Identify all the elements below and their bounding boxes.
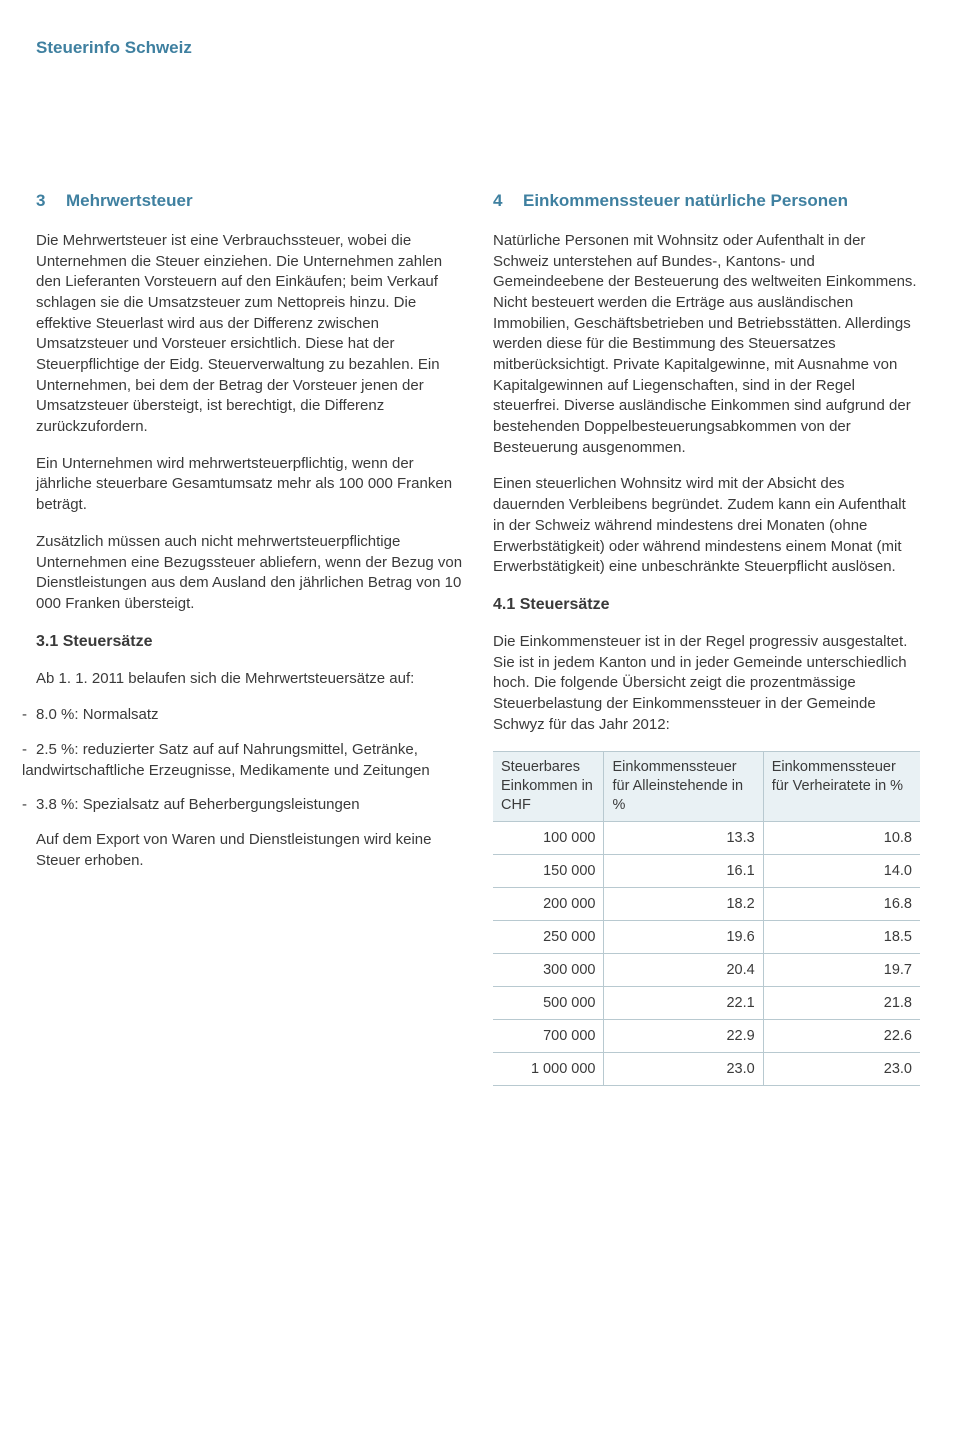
cell-single: 13.3 xyxy=(604,821,763,854)
cell-married: 14.0 xyxy=(763,854,920,887)
cell-income: 500 000 xyxy=(493,986,604,1019)
cell-single: 22.9 xyxy=(604,1019,763,1052)
rate-list-item-3: - 3.8 %: Spezialsatz auf Beherbergungsle… xyxy=(22,795,463,816)
two-column-layout: 3 Mehrwertsteuer Die Mehrwertsteuer ist … xyxy=(36,189,920,1086)
cell-single: 19.6 xyxy=(604,920,763,953)
section-3-export-note: Auf dem Export von Waren und Dienstleist… xyxy=(36,830,463,871)
table-row: 100 000 13.3 10.8 xyxy=(493,821,920,854)
cell-income: 1 000 000 xyxy=(493,1052,604,1085)
table-row: 200 000 18.2 16.8 xyxy=(493,887,920,920)
cell-income: 200 000 xyxy=(493,887,604,920)
left-column: 3 Mehrwertsteuer Die Mehrwertsteuer ist … xyxy=(36,189,463,1086)
table-row: 150 000 16.1 14.0 xyxy=(493,854,920,887)
cell-married: 19.7 xyxy=(763,953,920,986)
cell-married: 10.8 xyxy=(763,821,920,854)
tax-rate-table: Steuerbares Einkommen in CHF Einkommenss… xyxy=(493,751,920,1086)
cell-income: 300 000 xyxy=(493,953,604,986)
section-3-para-2: Ein Unternehmen wird mehrwertsteuerpflic… xyxy=(36,454,463,516)
section-4-number: 4 xyxy=(493,189,523,212)
section-3-1-intro: Ab 1. 1. 2011 belaufen sich die Mehrwert… xyxy=(36,669,463,690)
table-row: 300 000 20.4 19.7 xyxy=(493,953,920,986)
cell-single: 23.0 xyxy=(604,1052,763,1085)
section-3-heading: 3 Mehrwertsteuer xyxy=(36,189,463,212)
rate-list-item-2: - 2.5 %: reduzierter Satz auf auf Nahrun… xyxy=(22,740,463,781)
cell-income: 150 000 xyxy=(493,854,604,887)
cell-married: 23.0 xyxy=(763,1052,920,1085)
rate-2-text: 2.5 %: reduzierter Satz auf auf Nahrungs… xyxy=(22,741,430,779)
table-row: 250 000 19.6 18.5 xyxy=(493,920,920,953)
table-row: 700 000 22.9 22.6 xyxy=(493,1019,920,1052)
section-4-title: Einkommenssteuer natürliche Personen xyxy=(523,189,848,212)
section-4-heading: 4 Einkommenssteuer natürliche Personen xyxy=(493,189,920,212)
table-row: 1 000 000 23.0 23.0 xyxy=(493,1052,920,1085)
cell-married: 16.8 xyxy=(763,887,920,920)
rate-1-text: 8.0 %: Normalsatz xyxy=(36,706,159,723)
cell-single: 18.2 xyxy=(604,887,763,920)
section-3-number: 3 xyxy=(36,189,66,212)
cell-income: 700 000 xyxy=(493,1019,604,1052)
rate-3-text: 3.8 %: Spezialsatz auf Beherbergungsleis… xyxy=(36,796,360,813)
right-column: 4 Einkommenssteuer natürliche Personen N… xyxy=(493,189,920,1086)
rate-list-item-1: - 8.0 %: Normalsatz xyxy=(22,705,463,726)
table-body: 100 000 13.3 10.8 150 000 16.1 14.0 200 … xyxy=(493,821,920,1085)
page-header: Steuerinfo Schweiz xyxy=(36,36,920,59)
cell-income: 250 000 xyxy=(493,920,604,953)
section-4-para-1: Natürliche Personen mit Wohnsitz oder Au… xyxy=(493,231,920,459)
table-header-row: Steuerbares Einkommen in CHF Einkommenss… xyxy=(493,752,920,822)
cell-income: 100 000 xyxy=(493,821,604,854)
section-3-title: Mehrwertsteuer xyxy=(66,189,193,212)
cell-married: 21.8 xyxy=(763,986,920,1019)
table-row: 500 000 22.1 21.8 xyxy=(493,986,920,1019)
cell-single: 20.4 xyxy=(604,953,763,986)
cell-married: 22.6 xyxy=(763,1019,920,1052)
section-4-1-intro: Die Einkommensteuer ist in der Regel pro… xyxy=(493,632,920,735)
section-3-para-1: Die Mehrwertsteuer ist eine Verbrauchsst… xyxy=(36,231,463,438)
col-header-married: Einkommenssteuer für Verheiratete in % xyxy=(763,752,920,822)
cell-married: 18.5 xyxy=(763,920,920,953)
section-3-1-heading: 3.1 Steuersätze xyxy=(36,631,463,653)
section-4-1-heading: 4.1 Steuersätze xyxy=(493,594,920,616)
section-4-para-2: Einen steuerlichen Wohnsitz wird mit der… xyxy=(493,474,920,577)
section-3-para-3: Zusätzlich müssen auch nicht mehrwertste… xyxy=(36,532,463,615)
col-header-single: Einkommenssteuer für Alleinstehende in % xyxy=(604,752,763,822)
cell-single: 22.1 xyxy=(604,986,763,1019)
cell-single: 16.1 xyxy=(604,854,763,887)
col-header-income: Steuerbares Einkommen in CHF xyxy=(493,752,604,822)
